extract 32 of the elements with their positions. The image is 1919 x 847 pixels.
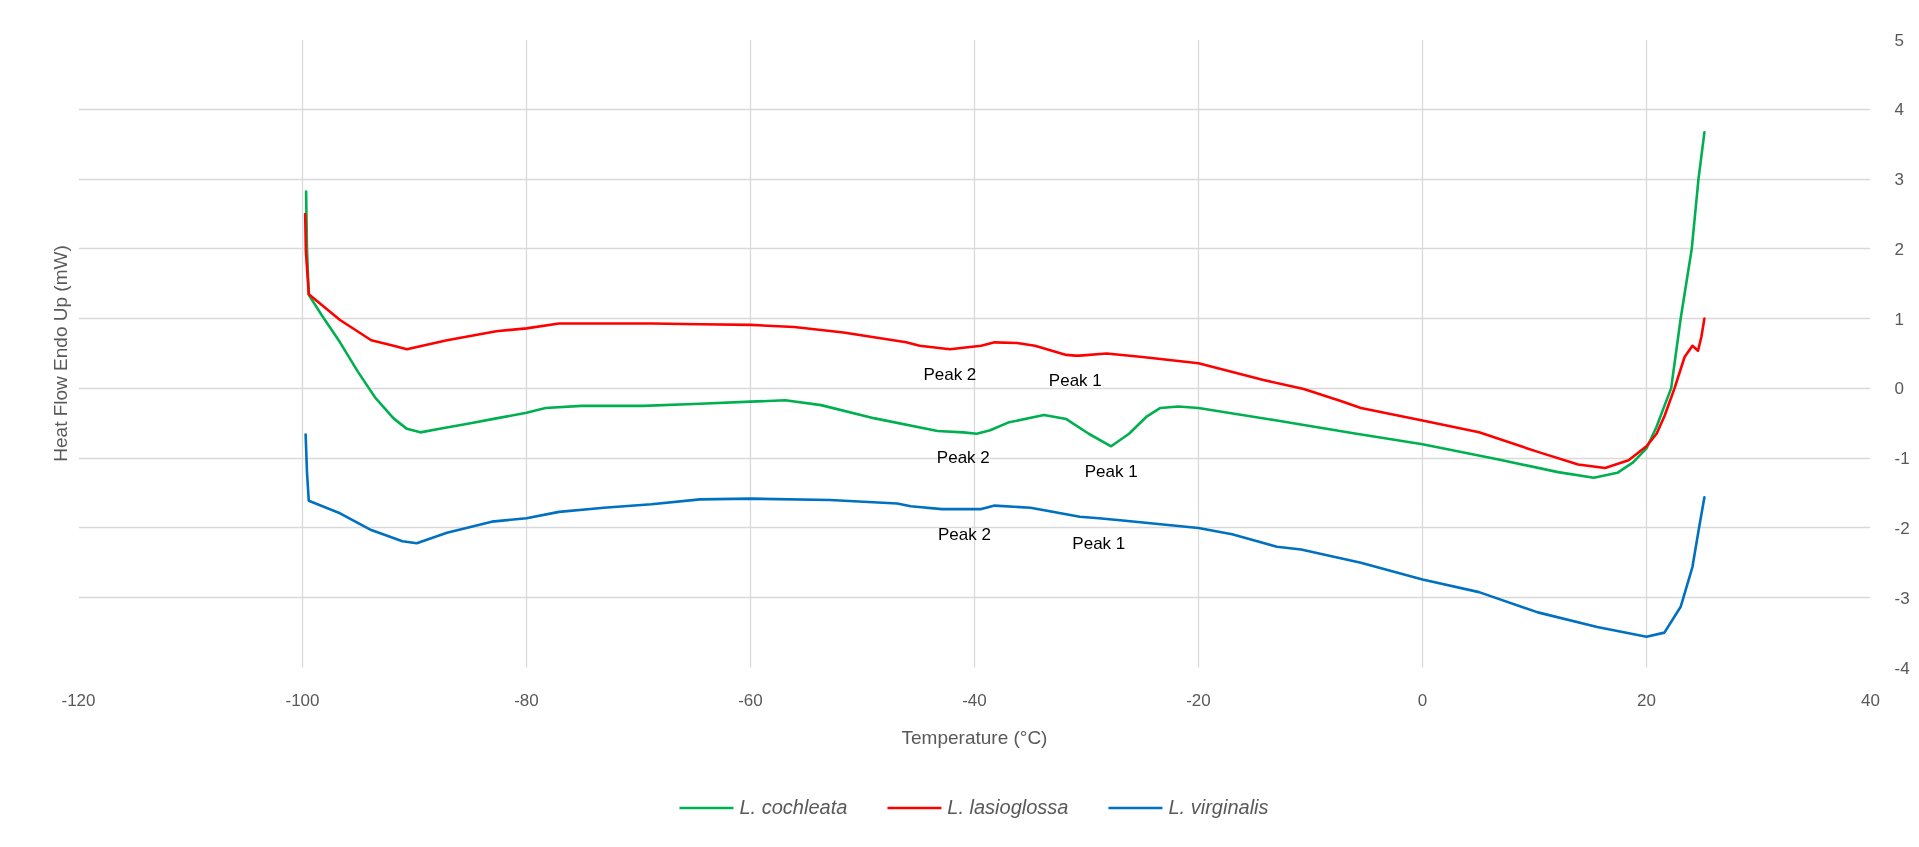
annotation: Peak 1 — [1072, 533, 1126, 553]
annotation: Peak 1 — [1084, 461, 1138, 481]
x-tick-label: 40 — [1861, 690, 1880, 710]
x-tick-label: 20 — [1637, 690, 1656, 710]
x-tick-label: -120 — [61, 690, 96, 710]
x-tick-label: -20 — [1186, 690, 1211, 710]
y-tick-label: -2 — [1894, 518, 1910, 538]
annotation: Peak 2 — [923, 364, 977, 384]
x-tick-label: -60 — [738, 690, 763, 710]
y-tick-label: 0 — [1894, 379, 1904, 399]
line-series — [304, 131, 1706, 479]
annotation: Peak 2 — [936, 447, 990, 467]
y-tick-label: -1 — [1894, 449, 1910, 469]
y-tick-label: -4 — [1894, 658, 1910, 678]
y-tick-label: 2 — [1894, 239, 1904, 259]
line-series — [304, 433, 1706, 639]
y-tick-label: 1 — [1894, 309, 1904, 329]
x-tick-label: -100 — [285, 690, 320, 710]
x-tick-label: -40 — [962, 690, 987, 710]
annotation: Peak 2 — [937, 524, 991, 544]
y-tick-label: -3 — [1894, 588, 1910, 608]
legend-label: L. lasioglossa — [947, 795, 1069, 819]
x-tick-label: -80 — [514, 690, 539, 710]
legend-label: L. virginalis — [1168, 795, 1269, 819]
y-tick-label: 4 — [1894, 100, 1904, 120]
legend-label: L. cochleata — [739, 795, 848, 819]
x-axis-title: Temperature (°C) — [901, 726, 1048, 748]
y-tick-label: 5 — [1894, 30, 1904, 50]
annotation: Peak 1 — [1048, 371, 1102, 391]
y-axis-title: Heat Flow Endo Up (mW) — [49, 245, 71, 462]
x-tick-label: 0 — [1417, 690, 1428, 710]
y-tick-label: 3 — [1894, 170, 1904, 190]
